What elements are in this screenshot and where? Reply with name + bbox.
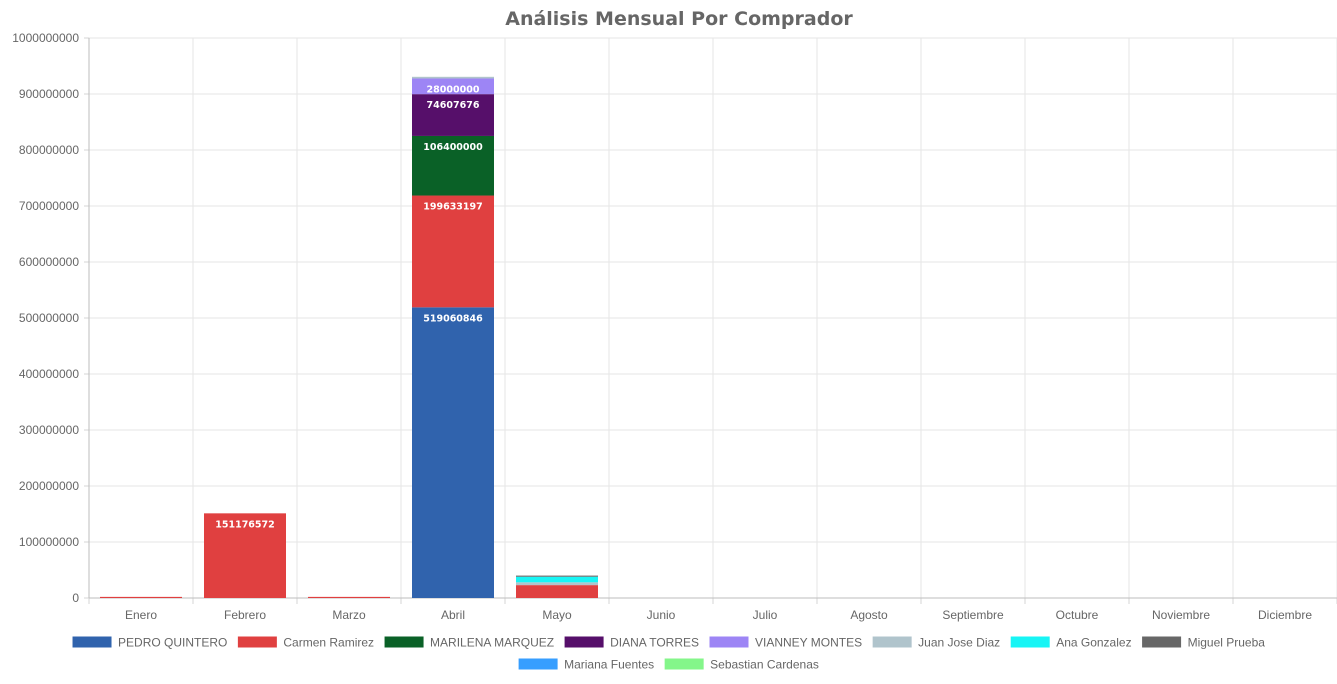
legend-swatch [1141, 635, 1183, 649]
legend-item[interactable]: Miguel Prueba [1141, 635, 1266, 650]
x-tick-label: Octubre [1056, 608, 1099, 622]
bar-value-label: 28000000 [427, 84, 480, 95]
legend-label: Ana Gonzalez [1056, 636, 1131, 650]
legend-swatch [1009, 635, 1051, 649]
legend-swatch [708, 635, 750, 649]
bar-value-label: 199633197 [423, 202, 483, 213]
chart-title: Análisis Mensual Por Comprador [505, 8, 853, 30]
x-tick-label: Marzo [332, 608, 366, 622]
bar-value-label: 151176572 [215, 519, 275, 530]
x-tick-label: Diciembre [1258, 608, 1312, 622]
legend-item[interactable]: VIANNEY MONTES [708, 635, 862, 650]
legend-item[interactable]: DIANA TORRES [563, 635, 699, 650]
bar-segment[interactable] [308, 596, 390, 598]
y-tick-label: 700000000 [19, 199, 79, 213]
x-axis-tick-labels: Enero Febrero Marzo Abril Mayo Junio Julio Agos… [125, 608, 1312, 622]
y-tick-label: 100000000 [19, 535, 79, 549]
bar-segment[interactable] [412, 94, 494, 136]
legend-label: DIANA TORRES [610, 636, 699, 650]
x-tick-label: Septiembre [942, 608, 1004, 622]
x-tick-label: Junio [647, 608, 676, 622]
legend-item[interactable]: Juan Jose Diaz [871, 635, 1000, 650]
legend-label: VIANNEY MONTES [755, 636, 862, 650]
legend-label: Carmen Ramirez [283, 636, 374, 650]
legend-swatch [563, 635, 605, 649]
bar-segment[interactable] [412, 135, 494, 196]
legend-item[interactable]: Sebastian Cardenas [663, 657, 819, 672]
legend-label: Sebastian Cardenas [710, 658, 819, 672]
legend-swatch [71, 635, 113, 649]
bar-segment[interactable] [516, 582, 598, 586]
legend-label: MARILENA MARQUEZ [430, 636, 554, 650]
y-axis-tick-labels: 0 100000000 200000000 300000000 400000000 500… [12, 31, 79, 605]
legend-label: Mariana Fuentes [564, 658, 654, 672]
y-tick-label: 1000000000 [12, 31, 79, 45]
legend-item[interactable]: MARILENA MARQUEZ [383, 635, 554, 650]
grid-lines [89, 37, 1337, 598]
bar-segment[interactable] [412, 76, 494, 79]
x-tick-label: Noviembre [1152, 608, 1210, 622]
axes [84, 37, 1337, 604]
legend: PEDRO QUINTERO Carmen Ramirez MARILENA MAR… [71, 635, 1266, 672]
y-tick-label: 400000000 [19, 367, 79, 381]
bar-segment[interactable] [412, 195, 494, 308]
y-tick-label: 500000000 [19, 311, 79, 325]
bar-segment[interactable] [516, 576, 598, 583]
bar-segment[interactable] [516, 585, 598, 598]
y-tick-label: 600000000 [19, 255, 79, 269]
y-tick-label: 200000000 [19, 479, 79, 493]
legend-swatch [871, 635, 913, 649]
y-tick-label: 900000000 [19, 87, 79, 101]
data-labels: 151176572 519060846 199633197 106400000 7460… [215, 84, 483, 530]
bar-value-label: 74607676 [427, 100, 480, 111]
bar-segment[interactable] [412, 78, 494, 95]
legend-item[interactable]: Ana Gonzalez [1009, 635, 1132, 650]
y-tick-label: 0 [72, 591, 79, 605]
bar-value-label: 106400000 [423, 142, 483, 153]
x-tick-label: Abril [441, 608, 465, 622]
y-tick-label: 300000000 [19, 423, 79, 437]
bar-segment[interactable] [516, 575, 598, 577]
x-tick-label: Enero [125, 608, 157, 622]
legend-label: Juan Jose Diaz [918, 636, 1000, 650]
x-tick-label: Febrero [224, 608, 266, 622]
legend-item[interactable]: Carmen Ramirez [236, 635, 374, 650]
legend-swatch [663, 657, 705, 671]
bar-segment[interactable] [100, 596, 182, 598]
x-tick-label: Julio [753, 608, 778, 622]
legend-label: PEDRO QUINTERO [118, 636, 227, 650]
bars [100, 76, 598, 598]
x-tick-label: Agosto [850, 608, 888, 622]
x-tick-label: Mayo [542, 608, 572, 622]
bar-segment[interactable] [204, 513, 286, 598]
legend-label: Miguel Prueba [1188, 636, 1266, 650]
y-tick-label: 800000000 [19, 143, 79, 157]
legend-item[interactable]: PEDRO QUINTERO [71, 635, 227, 650]
legend-item[interactable]: Mariana Fuentes [517, 657, 654, 672]
legend-swatch [236, 635, 278, 649]
legend-swatch [517, 657, 559, 671]
bar-segment[interactable] [412, 307, 494, 598]
bar-value-label: 519060846 [423, 313, 483, 324]
legend-swatch [383, 635, 425, 649]
